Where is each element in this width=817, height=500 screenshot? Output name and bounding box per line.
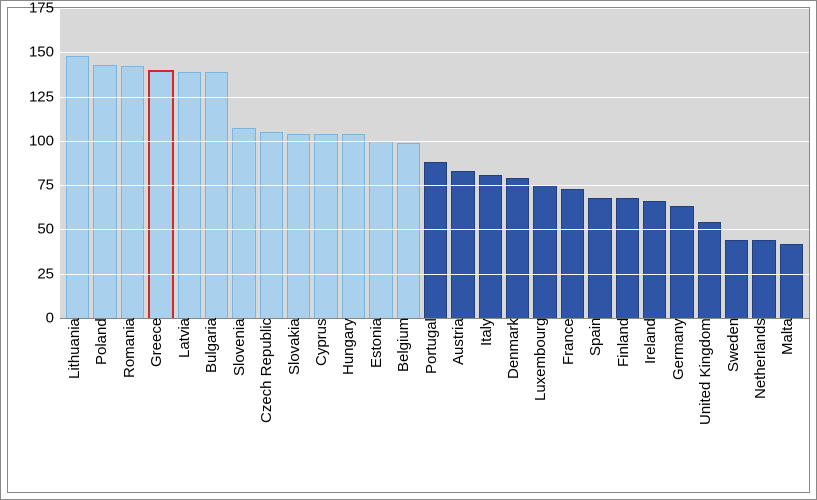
gridline xyxy=(60,8,809,9)
bar xyxy=(588,198,611,318)
x-label: Germany xyxy=(670,318,693,478)
y-axis: 0255075100125150175 xyxy=(8,8,60,318)
bar xyxy=(314,134,337,318)
x-label: Spain xyxy=(587,318,610,478)
x-label: Slovenia xyxy=(231,318,254,478)
x-labels: LithuaniaPolandRomaniaGreeceLatviaBulgar… xyxy=(60,318,809,478)
x-label: Portugal xyxy=(423,318,446,478)
y-tick-label: 50 xyxy=(37,221,54,238)
gridline xyxy=(60,141,809,142)
gridline xyxy=(60,185,809,186)
x-label: Greece xyxy=(148,318,171,478)
x-label: Czech Republic xyxy=(258,318,281,478)
bars-container xyxy=(60,8,809,318)
bar xyxy=(698,222,721,318)
y-tick-label: 125 xyxy=(29,88,54,105)
x-label: United Kingdom xyxy=(697,318,720,478)
x-label: Sweden xyxy=(725,318,748,478)
y-tick-label: 100 xyxy=(29,132,54,149)
gridline xyxy=(60,274,809,275)
bar xyxy=(643,201,666,318)
y-tick-label: 175 xyxy=(29,0,54,17)
x-label: Malta xyxy=(779,318,802,478)
bar xyxy=(178,72,201,318)
x-label: Cyprus xyxy=(313,318,336,478)
bar xyxy=(752,240,775,318)
x-label: Ireland xyxy=(642,318,665,478)
bar xyxy=(451,171,474,318)
x-label: Denmark xyxy=(505,318,528,478)
x-label: Lithuania xyxy=(66,318,89,478)
x-label: Hungary xyxy=(340,318,363,478)
y-tick-label: 75 xyxy=(37,177,54,194)
x-label: Austria xyxy=(450,318,473,478)
chart-outer-frame: 0 25 50 75 100 125 150 175 LithuaniaPolandRoman… xyxy=(0,0,817,500)
y-tick-label: 150 xyxy=(29,44,54,61)
gridline xyxy=(60,229,809,230)
x-label: Netherlands xyxy=(752,318,775,478)
bar xyxy=(66,56,89,318)
bar xyxy=(342,134,365,318)
bar xyxy=(780,244,803,318)
plot-area xyxy=(60,8,809,318)
bar xyxy=(616,198,639,318)
chart-inner-frame: 0255075100125150175 LithuaniaPolandRoman… xyxy=(7,7,810,493)
bar xyxy=(93,65,116,318)
chart-row: 0255075100125150175 xyxy=(8,8,809,318)
x-labels-row: LithuaniaPolandRomaniaGreeceLatviaBulgar… xyxy=(8,318,809,478)
y-tick-label: 0 xyxy=(46,310,54,327)
x-label: Finland xyxy=(615,318,638,478)
bar xyxy=(232,128,255,318)
x-label: Poland xyxy=(93,318,116,478)
x-label: Latvia xyxy=(176,318,199,478)
bar xyxy=(561,189,584,318)
bar xyxy=(506,178,529,318)
x-label: France xyxy=(560,318,583,478)
bar xyxy=(205,72,228,318)
x-labels-spacer xyxy=(8,318,60,478)
bar xyxy=(725,240,748,318)
gridline xyxy=(60,97,809,98)
x-label: Luxembourg xyxy=(532,318,555,478)
bar xyxy=(121,66,144,318)
x-label: Romania xyxy=(121,318,144,478)
bar xyxy=(533,185,556,318)
x-label: Italy xyxy=(478,318,501,478)
bar xyxy=(479,175,502,318)
x-label: Estonia xyxy=(368,318,391,478)
bar xyxy=(148,70,173,318)
y-tick-label: 25 xyxy=(37,265,54,282)
x-label: Slovakia xyxy=(286,318,309,478)
x-label: Belgium xyxy=(395,318,418,478)
x-label: Bulgaria xyxy=(203,318,226,478)
bar xyxy=(287,134,310,318)
bar xyxy=(670,206,693,318)
gridline xyxy=(60,52,809,53)
bar xyxy=(260,132,283,318)
